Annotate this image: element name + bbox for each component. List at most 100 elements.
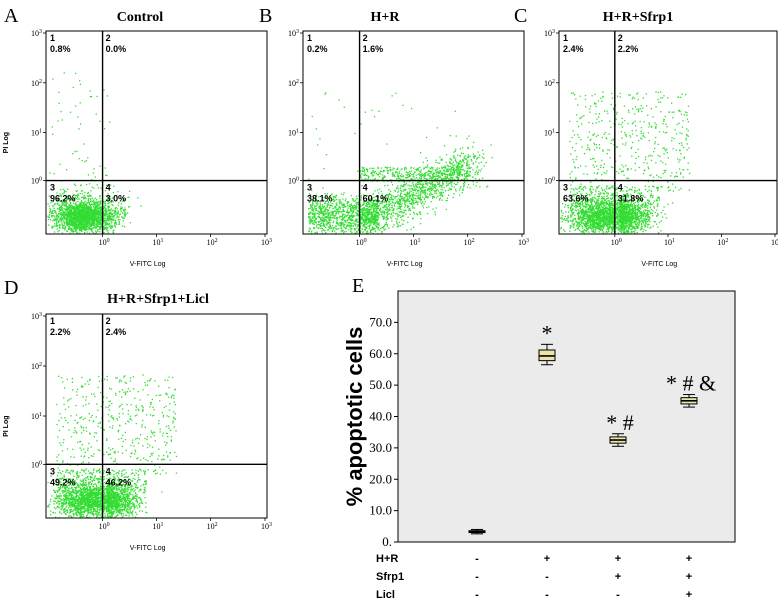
scatter-point — [382, 196, 384, 199]
scatter-point — [91, 231, 94, 233]
scatter-point — [372, 193, 374, 195]
scatter-point — [74, 229, 76, 231]
scatter-point — [396, 214, 399, 216]
scatter-point — [443, 187, 445, 189]
scatter-point — [98, 215, 100, 217]
scatter-point — [377, 227, 380, 229]
scatter-point — [326, 193, 328, 195]
scatter-point — [60, 200, 62, 203]
scatter-point — [454, 110, 456, 112]
scatter-point — [408, 181, 410, 183]
scatter-point — [457, 168, 460, 170]
scatter-point — [417, 189, 420, 191]
scatter-point — [116, 214, 118, 216]
scatter-point — [74, 211, 76, 213]
scatter-point — [313, 212, 315, 214]
scatter-point — [75, 221, 77, 223]
scatter-point — [373, 174, 375, 176]
scatter-point — [317, 224, 319, 226]
scatter-point — [409, 175, 411, 177]
scatter-point — [441, 167, 443, 169]
scatter-point — [89, 211, 91, 213]
scatter-point — [82, 196, 84, 198]
scatter-point — [371, 206, 373, 208]
scatter-point — [95, 227, 97, 229]
scatter-point — [415, 183, 417, 185]
scatter-point — [128, 205, 131, 208]
scatter-point — [478, 156, 480, 159]
scatter-point — [96, 212, 98, 214]
scatter-point — [65, 209, 67, 212]
scatter-point — [466, 170, 468, 172]
scatter-point — [58, 207, 61, 209]
scatter-point — [419, 166, 421, 168]
scatter-point — [72, 229, 74, 231]
scatter-point — [455, 176, 457, 178]
scatter-point — [61, 222, 63, 224]
scatter-point — [401, 196, 403, 198]
scatter-point — [85, 214, 88, 216]
scatter-point — [350, 219, 352, 222]
scatter-point — [104, 221, 106, 224]
scatter-point — [334, 210, 336, 212]
scatter-point — [359, 170, 362, 172]
scatter-point — [423, 177, 425, 179]
scatter-point — [396, 186, 398, 189]
scatter-point — [344, 206, 346, 208]
scatter-point — [82, 226, 84, 229]
scatter-point — [123, 200, 125, 202]
scatter-point — [455, 188, 457, 190]
scatter-point — [107, 218, 109, 220]
scatter-point — [491, 157, 493, 159]
scatter-point — [75, 214, 78, 217]
quadrant-4-number: 4 — [106, 183, 111, 193]
scatter-point — [64, 202, 66, 204]
scatter-point — [439, 175, 441, 177]
scatter-point — [77, 220, 80, 222]
scatter-point — [49, 211, 51, 213]
scatter-point — [318, 206, 320, 208]
scatter-point — [383, 215, 385, 217]
scatter-point — [428, 173, 430, 175]
scatter-point — [368, 226, 371, 228]
scatter-point — [87, 200, 90, 202]
scatter-point — [96, 208, 98, 210]
scatter-point — [82, 201, 84, 204]
scatter-point — [351, 231, 353, 234]
scatter-point — [409, 194, 411, 197]
scatter-point — [80, 207, 83, 209]
scatter-point — [358, 214, 360, 216]
scatter-point — [340, 219, 342, 221]
scatter-point — [110, 213, 113, 216]
scatter-point — [76, 207, 78, 210]
scatter-point — [437, 195, 439, 197]
scatter-point — [466, 137, 468, 140]
scatter-point — [435, 185, 437, 187]
scatter-point — [67, 223, 69, 225]
scatter-point — [372, 229, 375, 231]
scatter-point — [111, 212, 113, 215]
scatter-point — [89, 227, 91, 229]
scatter-point — [97, 218, 99, 220]
scatter-point — [101, 218, 103, 220]
scatter-point — [353, 222, 355, 224]
scatter-point — [435, 161, 437, 164]
scatter-point — [424, 181, 426, 183]
scatter-point — [103, 201, 105, 204]
scatter-point — [72, 206, 74, 208]
scatter-point — [336, 198, 338, 201]
scatter-point — [420, 177, 423, 179]
scatter-point — [438, 182, 440, 184]
scatter-point — [479, 154, 481, 156]
scatter-point — [441, 166, 443, 168]
scatter-point — [73, 224, 75, 226]
scatter-point — [483, 157, 485, 159]
scatter-point — [453, 167, 455, 169]
scatter-point — [343, 226, 345, 228]
scatter-point — [383, 229, 385, 231]
scatter-point — [52, 226, 54, 229]
scatter-point — [78, 218, 80, 220]
scatter-point — [118, 216, 120, 218]
scatter-point — [329, 215, 331, 217]
scatter-point — [80, 190, 83, 192]
